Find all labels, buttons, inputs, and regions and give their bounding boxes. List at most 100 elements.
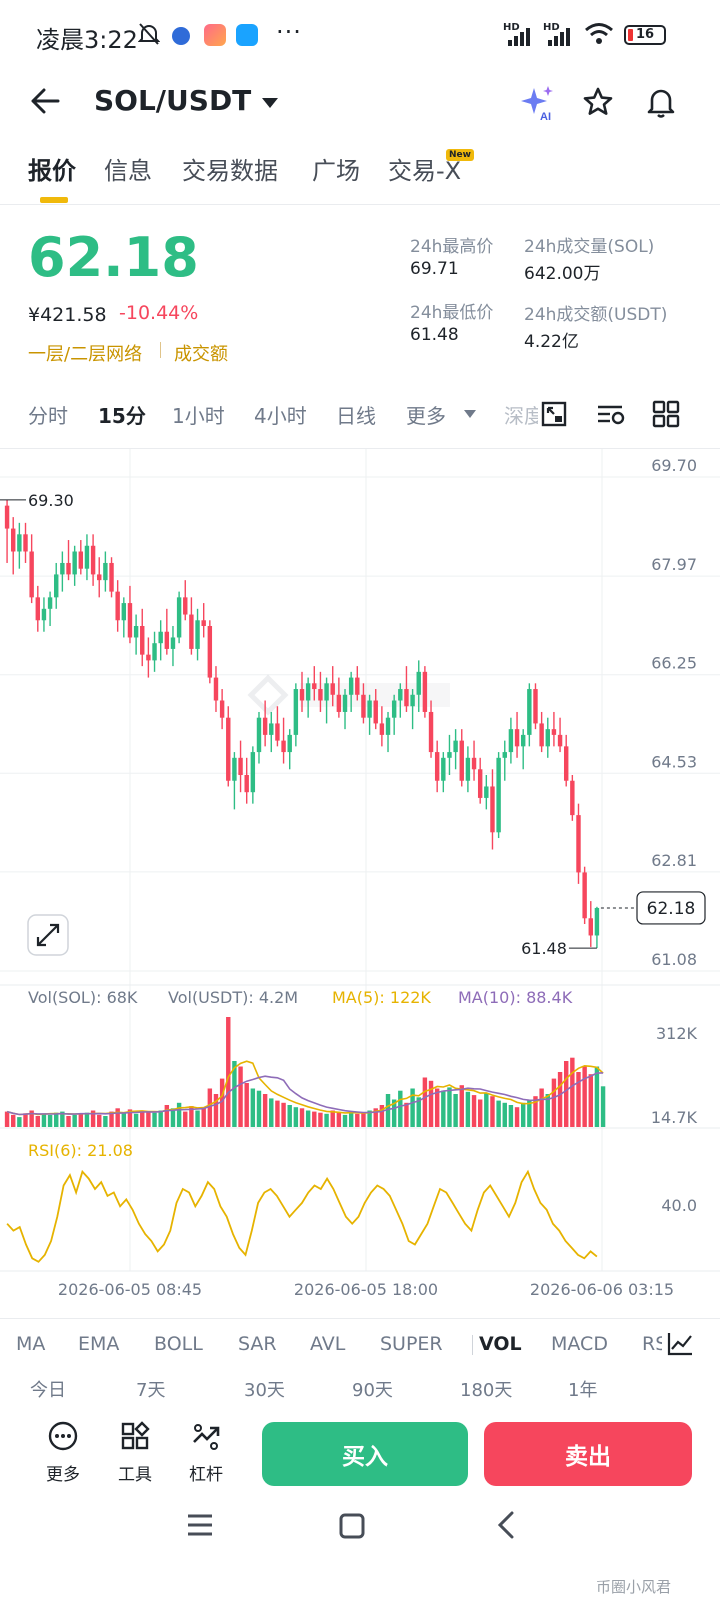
volume-bar xyxy=(484,1092,489,1127)
network-link[interactable]: 一层/二层网络 xyxy=(28,344,143,365)
back-nav-icon[interactable] xyxy=(494,1510,518,1544)
bell-icon[interactable] xyxy=(646,86,676,122)
volume-bar xyxy=(164,1105,170,1127)
volume-bar xyxy=(72,1114,77,1127)
interval-time-share[interactable]: 分时 xyxy=(28,404,68,428)
indicator-ma[interactable]: MA xyxy=(16,1333,46,1355)
volume-bar xyxy=(140,1110,145,1127)
volume-bar xyxy=(103,1116,108,1127)
candle-body xyxy=(115,591,120,621)
range-90d[interactable]: 90天 xyxy=(352,1380,393,1401)
interval-1d[interactable]: 日线 xyxy=(336,404,376,428)
tab-trade-data[interactable]: 交易数据 xyxy=(182,157,278,185)
volume-bar xyxy=(299,1108,305,1127)
volume-bar xyxy=(54,1112,59,1127)
more-status-icon: ··· xyxy=(276,18,302,46)
grid-menu-icon[interactable] xyxy=(652,400,680,432)
interval-4h[interactable]: 4小时 xyxy=(254,404,307,428)
volume-bar xyxy=(207,1088,213,1127)
volume-bar xyxy=(447,1087,452,1127)
price-tick-label: 62.81 xyxy=(651,851,697,870)
indicator-ema[interactable]: EMA xyxy=(78,1333,120,1355)
chevron-down-icon[interactable] xyxy=(464,410,476,418)
interval-more[interactable]: 更多 xyxy=(406,404,446,428)
price-tick-label: 69.70 xyxy=(651,456,697,475)
tab-trade-x[interactable]: 交易-X xyxy=(388,157,462,185)
chart-settings-icon[interactable] xyxy=(596,400,626,432)
volume-bar xyxy=(557,1072,563,1127)
volume-bar xyxy=(269,1098,274,1127)
menu-nav-icon[interactable] xyxy=(186,1512,214,1542)
time-label-1: 2026-06-05 08:45 xyxy=(58,1280,202,1299)
volume-bar xyxy=(336,1112,342,1127)
volume-bar xyxy=(404,1102,409,1127)
sell-button[interactable]: 卖出 xyxy=(484,1422,692,1486)
volume-bar xyxy=(367,1110,372,1127)
candle-body xyxy=(514,729,520,747)
pair-selector[interactable]: SOL/USDT xyxy=(94,84,252,117)
chart-layout-icon[interactable] xyxy=(540,400,568,432)
indicator-avl[interactable]: AVL xyxy=(310,1333,346,1355)
indicator-vol[interactable]: VOL xyxy=(479,1333,522,1355)
range-7d[interactable]: 7天 xyxy=(136,1380,166,1401)
indicator-chart-icon[interactable] xyxy=(666,1331,694,1361)
more-button[interactable]: 更多 xyxy=(38,1420,88,1485)
candle-body xyxy=(441,757,446,781)
home-nav-icon[interactable] xyxy=(338,1512,366,1544)
ai-sparkle-icon[interactable]: AI xyxy=(518,84,558,128)
candle-body xyxy=(484,786,489,798)
tab-info[interactable]: 信息 xyxy=(104,157,152,185)
volume-bar xyxy=(434,1088,440,1127)
volume-link[interactable]: 成交额 xyxy=(174,344,228,365)
volume-bar xyxy=(465,1091,471,1127)
leverage-button[interactable]: 杠杆 xyxy=(181,1420,231,1485)
tools-label: 工具 xyxy=(118,1465,152,1485)
indicator-rsi[interactable]: RSI xyxy=(642,1333,662,1355)
price-tick-label: 66.25 xyxy=(651,654,697,673)
price-tick-label: 67.97 xyxy=(651,555,697,574)
range-180d[interactable]: 180天 xyxy=(460,1380,513,1401)
candle-body xyxy=(324,683,329,701)
tools-button[interactable]: 工具 xyxy=(110,1420,160,1485)
candle-body xyxy=(152,643,157,661)
volume-bar xyxy=(539,1088,544,1127)
candle-body xyxy=(428,711,434,753)
indicator-sar[interactable]: SAR xyxy=(238,1333,277,1355)
candle-body xyxy=(287,734,292,753)
candle-body xyxy=(588,918,593,936)
battery-level: 16 xyxy=(636,27,655,42)
indicator-super[interactable]: SUPER xyxy=(380,1333,443,1355)
more-label: 更多 xyxy=(46,1465,80,1485)
chevron-down-icon[interactable] xyxy=(262,98,278,108)
expand-chart-button[interactable] xyxy=(27,914,69,956)
candle-body xyxy=(201,620,206,627)
low-marker-label: 61.48 xyxy=(521,939,567,958)
last-price-label: 62.18 xyxy=(647,899,696,919)
volume-bar xyxy=(520,1102,526,1127)
volume-bar xyxy=(226,1017,231,1127)
range-30d[interactable]: 30天 xyxy=(244,1380,285,1401)
candle-body xyxy=(293,689,299,735)
interval-15m[interactable]: 15分 xyxy=(98,404,146,428)
volume-bar xyxy=(459,1085,464,1127)
volume-bar xyxy=(244,1083,249,1127)
candle-body xyxy=(60,562,65,575)
volume-bar xyxy=(355,1113,360,1127)
indicator-macd[interactable]: MACD xyxy=(551,1333,608,1355)
star-icon[interactable] xyxy=(582,86,614,122)
interval-depth[interactable]: 深度 xyxy=(504,404,538,428)
tab-square[interactable]: 广场 xyxy=(312,157,360,185)
range-today[interactable]: 今日 xyxy=(30,1380,66,1401)
volume-bar xyxy=(477,1099,483,1127)
interval-1h[interactable]: 1小时 xyxy=(172,404,225,428)
indicator-boll[interactable]: BOLL xyxy=(154,1333,203,1355)
range-bar: 今日 7天 30天 90天 180天 1年 xyxy=(0,1372,720,1402)
candle-body xyxy=(189,614,194,649)
bottom-action-bar: 更多 工具 杠杆 买入 卖出 xyxy=(0,1402,720,1502)
range-1y[interactable]: 1年 xyxy=(568,1380,598,1401)
back-arrow-icon[interactable] xyxy=(30,88,60,118)
kline-chart[interactable]: 69.70 67.97 66.25 64.53 62.81 61.08 69.30 61.4… xyxy=(0,449,720,1317)
volume-bar xyxy=(232,1061,237,1127)
buy-button[interactable]: 买入 xyxy=(262,1422,468,1486)
tab-quote[interactable]: 报价 xyxy=(28,157,76,185)
